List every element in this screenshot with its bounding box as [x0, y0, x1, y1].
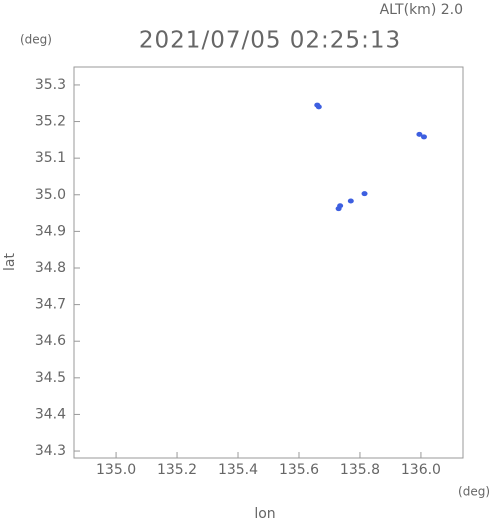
chart-title: 2021/07/05 02:25:13 — [139, 28, 401, 54]
y-tick-label: 34.5 — [35, 370, 66, 386]
y-tick-label: 34.8 — [35, 260, 66, 276]
x-tick-label: 135.6 — [279, 462, 319, 478]
y-axis-label: lat — [2, 253, 18, 271]
x-tick-label: 136.0 — [401, 462, 441, 478]
y-unit: (deg) — [20, 33, 52, 47]
y-tick-label: 34.3 — [35, 443, 66, 459]
x-tick-label: 135.0 — [96, 462, 136, 478]
data-point — [416, 131, 423, 137]
x-tick-label: 135.2 — [157, 462, 197, 478]
y-tick-label: 35.3 — [35, 77, 66, 93]
data-point — [347, 198, 354, 204]
y-tick-label: 34.9 — [35, 223, 66, 239]
y-tick-label: 35.1 — [35, 150, 66, 166]
x-axis-label: lon — [254, 506, 275, 521]
data-point — [315, 104, 322, 110]
data-point — [337, 203, 344, 209]
data-point — [361, 191, 368, 197]
y-tick-label: 35.0 — [35, 187, 66, 203]
x-unit: (deg) — [458, 485, 490, 499]
y-tick-label: 34.7 — [35, 297, 66, 313]
y-tick-label: 35.2 — [35, 114, 66, 130]
data-point — [420, 134, 427, 140]
x-tick-label: 135.8 — [340, 462, 380, 478]
y-tick-label: 34.6 — [35, 333, 66, 349]
x-tick-label: 135.4 — [218, 462, 258, 478]
altitude-label: ALT(km) 2.0 — [380, 2, 463, 18]
plot-frame — [73, 66, 464, 459]
y-tick-label: 34.4 — [35, 406, 66, 422]
